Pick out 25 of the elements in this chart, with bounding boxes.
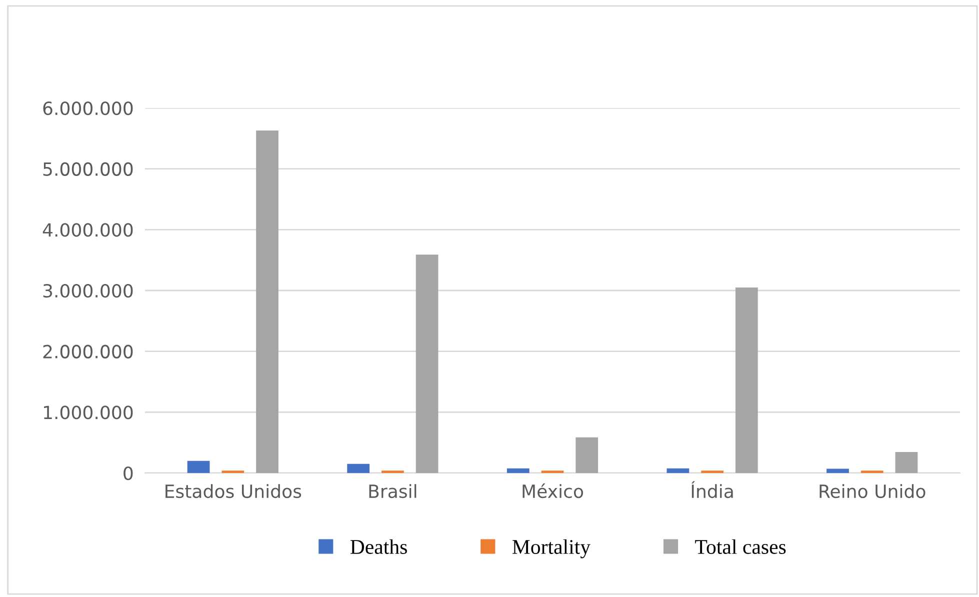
y-tick-label: 1.000.000 (44, 406, 133, 420)
bar (826, 468, 849, 473)
x-tick-label: Brasil (369, 484, 416, 498)
y-tick-label: 6.000.000 (43, 101, 133, 116)
bar (735, 287, 758, 473)
bar (506, 468, 530, 473)
x-tick-label: Estados Unidos (166, 484, 302, 498)
bar (895, 452, 918, 473)
bar (666, 468, 690, 473)
x-tick-label: México (522, 483, 584, 498)
legend-label: Mortality (512, 539, 590, 558)
x-tick-label: Índia (692, 481, 733, 498)
y-tick-label: 2.000.000 (43, 344, 133, 358)
y-tick-label: 4.000.000 (42, 223, 133, 237)
bar (187, 460, 210, 473)
bar (416, 254, 438, 473)
bar (576, 437, 598, 473)
bar (256, 130, 278, 473)
y-tick-label: 5.000.000 (43, 162, 133, 176)
legend-label: Deaths (350, 539, 407, 554)
y-tick-label: 3.000.000 (43, 284, 133, 298)
bar (347, 464, 370, 473)
y-tick-label: 0 (124, 466, 133, 480)
legend-label: Total cases (695, 539, 786, 554)
x-tick-label: Reino Unido (820, 484, 926, 498)
